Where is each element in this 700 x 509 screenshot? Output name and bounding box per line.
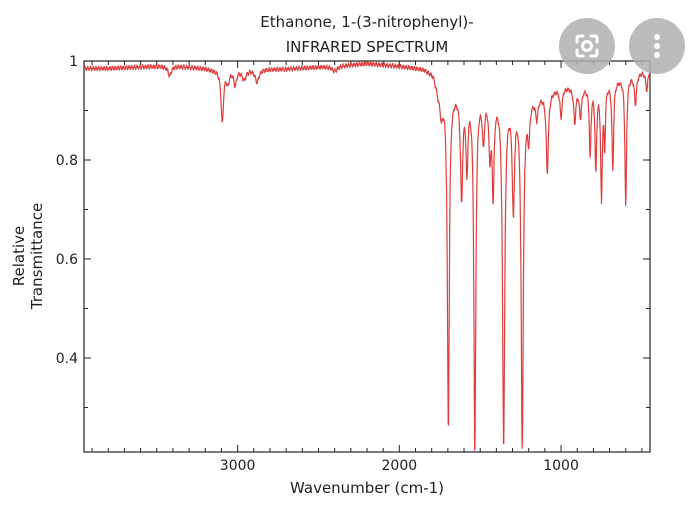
plot-frame bbox=[83, 60, 651, 453]
x-tick-label: 2000 bbox=[382, 458, 418, 474]
y-tick-label: 0.4 bbox=[56, 351, 78, 367]
google-lens-icon bbox=[575, 34, 599, 58]
chart-title: Ethanone, 1-(3-nitrophenyl)- bbox=[260, 13, 474, 31]
more-options-button[interactable] bbox=[629, 18, 685, 74]
y-tick-label: 0.8 bbox=[56, 153, 78, 169]
x-axis-label: Wavenumber (cm-1) bbox=[290, 479, 444, 497]
x-tick-label: 1000 bbox=[543, 458, 579, 474]
more-vertical-icon bbox=[654, 34, 660, 58]
y-axis-label: Relative Transmittance bbox=[10, 202, 46, 310]
y-tick-label: 1 bbox=[69, 54, 78, 70]
x-tick-label: 3000 bbox=[220, 458, 256, 474]
y-tick-label: 0.6 bbox=[56, 252, 78, 268]
lens-button[interactable] bbox=[559, 18, 615, 74]
series-line bbox=[83, 61, 651, 451]
chart-subtitle: INFRARED SPECTRUM bbox=[285, 38, 449, 56]
